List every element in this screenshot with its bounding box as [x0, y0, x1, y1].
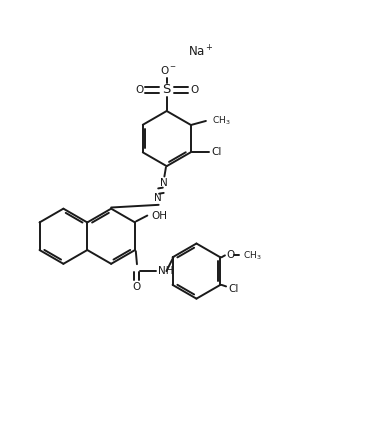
- Text: O$^-$: O$^-$: [160, 64, 177, 76]
- Text: O: O: [133, 282, 141, 292]
- Text: Cl: Cl: [212, 147, 222, 157]
- Text: CH$_3$: CH$_3$: [243, 249, 261, 261]
- Text: CH$_3$: CH$_3$: [212, 115, 230, 127]
- Text: O: O: [135, 85, 143, 95]
- Text: Cl: Cl: [228, 284, 238, 294]
- Text: Na$^+$: Na$^+$: [188, 44, 214, 59]
- Text: OH: OH: [151, 211, 167, 221]
- Text: N: N: [154, 193, 162, 203]
- Text: N: N: [160, 178, 168, 188]
- Text: O: O: [190, 85, 199, 95]
- Text: NH: NH: [158, 266, 173, 276]
- Text: O: O: [226, 251, 234, 260]
- Text: S: S: [163, 83, 171, 96]
